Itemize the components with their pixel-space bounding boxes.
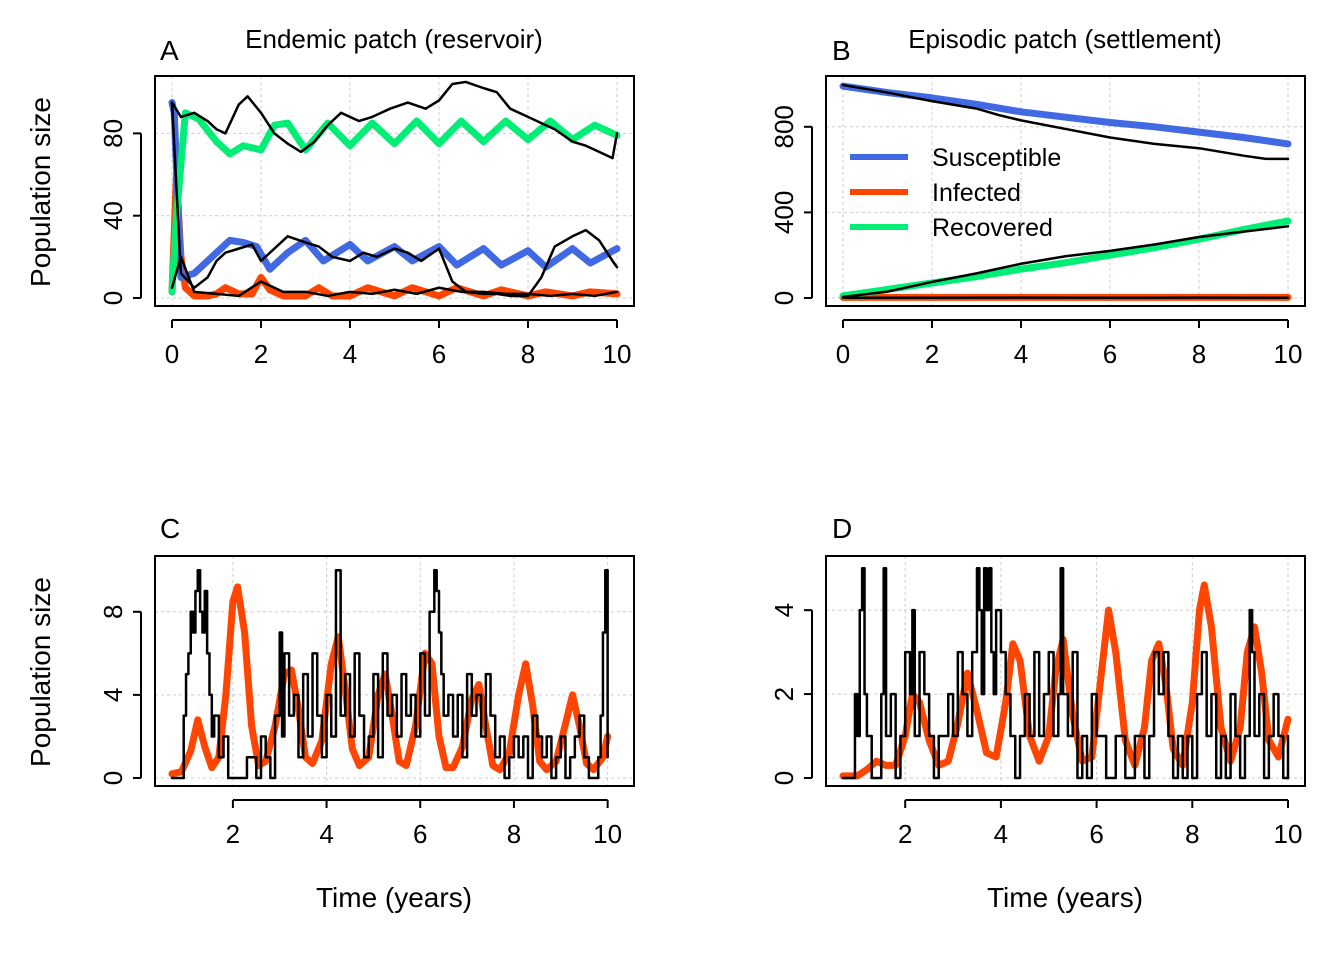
- panel-c: 2 4 6 8 10 0 4 8 C Population size Time (years): [25, 513, 635, 913]
- series-line-b-0: [839, 82, 1292, 148]
- y-tick-label-b-2: 800: [769, 105, 799, 148]
- panel-letter-b: B: [832, 35, 851, 66]
- panel-title-a: Endemic patch (reservoir): [245, 24, 543, 54]
- y-axis-label-a: Population size: [25, 97, 56, 287]
- x-tick-label-d-0: 2: [898, 819, 912, 849]
- series-line-a-5: [170, 255, 619, 298]
- y-tick-label-a-1: 40: [98, 201, 128, 230]
- series-line-c-1: [170, 568, 609, 780]
- series-line-a-4: [170, 101, 619, 298]
- x-tick-label-c-2: 6: [413, 819, 427, 849]
- panel-letter-d: D: [832, 513, 852, 544]
- y-tick-label-c-1: 4: [98, 688, 128, 702]
- x-axis-label-c: Time (years): [316, 882, 472, 913]
- panel-letter-c: C: [160, 513, 180, 544]
- x-tick-label-b-3: 6: [1103, 339, 1117, 369]
- x-tick-label-b-2: 4: [1014, 339, 1028, 369]
- x-tick-label-d-1: 4: [994, 819, 1008, 849]
- series-line-a-1: [168, 99, 621, 281]
- x-tick-label-a-3: 6: [432, 339, 446, 369]
- legend: Susceptible Infected Recovered: [850, 144, 1061, 242]
- x-tick-label-b-5: 10: [1274, 339, 1303, 369]
- x-tick-label-d-2: 6: [1089, 819, 1103, 849]
- plot-area-b: [826, 76, 1305, 306]
- x-axis-label-d: Time (years): [987, 882, 1143, 913]
- series-line-b-2: [839, 217, 1292, 300]
- x-tick-label-c-3: 8: [507, 819, 521, 849]
- x-tick-label-c-1: 4: [319, 819, 333, 849]
- panel-d: 2 4 6 8 10 0 2 4 D Time (years): [769, 513, 1306, 913]
- series-line-d-1: [841, 566, 1290, 780]
- x-tick-label-c-4: 10: [593, 819, 622, 849]
- y-tick-label-d-1: 2: [769, 687, 799, 701]
- x-tick-label-c-0: 2: [226, 819, 240, 849]
- x-tick-label-a-1: 2: [254, 339, 268, 369]
- y-tick-label-c-0: 0: [98, 771, 128, 785]
- y-tick-label-d-0: 0: [769, 771, 799, 785]
- panel-b: 0 2 4 6 8 10 0 400 800 B Episodic patch (settlem…: [769, 24, 1306, 369]
- y-tick-label-a-0: 0: [98, 291, 128, 305]
- x-tick-label-a-2: 4: [343, 339, 357, 369]
- panel-a: 0 2 4 6 8 10 0 40 80 A Endemic patch (reservoir)…: [25, 24, 635, 369]
- plot-area-a: [155, 76, 634, 306]
- panel-letter-a: A: [160, 35, 179, 66]
- x-tick-label-b-0: 0: [836, 339, 850, 369]
- legend-label-recovered: Recovered: [932, 214, 1053, 242]
- x-tick-label-a-5: 10: [603, 339, 632, 369]
- y-tick-label-a-2: 80: [98, 119, 128, 148]
- frame-d: [825, 555, 1306, 787]
- y-tick-label-c-2: 8: [98, 605, 128, 619]
- series-line-b-4: [841, 225, 1290, 299]
- plot-area-d: [826, 556, 1305, 786]
- frame-a: [154, 75, 635, 307]
- series-line-a-2: [168, 109, 621, 296]
- x-tick-label-b-1: 2: [925, 339, 939, 369]
- series-line-a-3: [170, 80, 619, 160]
- y-tick-label-d-2: 4: [769, 603, 799, 617]
- panel-title-b: Episodic patch (settlement): [908, 24, 1222, 54]
- x-tick-label-d-4: 10: [1274, 819, 1303, 849]
- series-line-a-0: [168, 171, 621, 300]
- x-tick-label-b-4: 8: [1192, 339, 1206, 369]
- x-tick-label-a-4: 8: [521, 339, 535, 369]
- legend-label-infected: Infected: [932, 179, 1021, 207]
- y-tick-label-b-1: 400: [769, 191, 799, 234]
- legend-label-susceptible: Susceptible: [932, 144, 1061, 172]
- frame-b: [825, 75, 1306, 307]
- x-tick-label-a-0: 0: [165, 339, 179, 369]
- y-tick-label-b-0: 0: [769, 291, 799, 305]
- series-line-b-3: [841, 83, 1290, 161]
- frame-c: [154, 555, 635, 787]
- x-tick-label-d-3: 8: [1185, 819, 1199, 849]
- plot-area-c: [155, 556, 634, 786]
- y-axis-label-c: Population size: [25, 577, 56, 767]
